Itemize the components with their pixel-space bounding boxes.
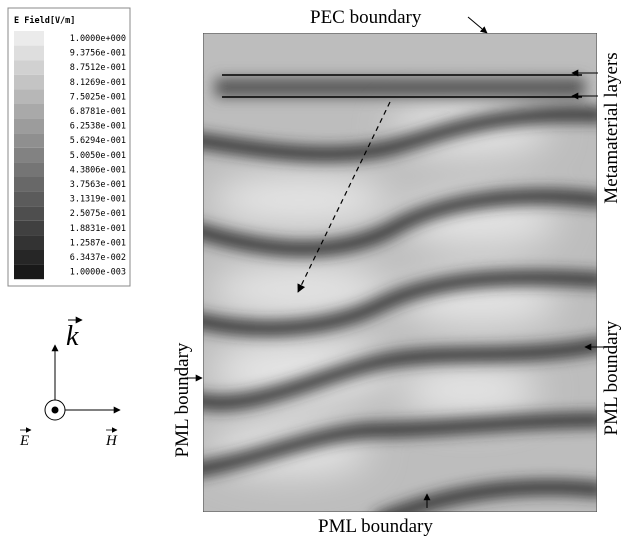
legend-label: 3.7563e-001 <box>70 180 126 190</box>
legend-label: 1.2587e-001 <box>70 238 126 248</box>
arrow <box>467 16 488 34</box>
legend-label: 5.6294e-001 <box>70 136 126 146</box>
legend-swatch <box>14 74 44 90</box>
legend-swatch <box>14 147 44 163</box>
legend-label: 6.8781e-001 <box>70 107 126 117</box>
legend-swatch <box>14 104 44 119</box>
legend-swatch <box>14 133 44 148</box>
legend-label: 8.7512e-001 <box>70 63 126 73</box>
legend-swatch <box>14 89 44 104</box>
field-plot <box>203 33 597 512</box>
legend-label: 2.5075e-001 <box>70 209 126 219</box>
legend-swatch <box>14 60 44 75</box>
legend-label: 6.3437e-002 <box>70 253 126 263</box>
legend-swatch <box>14 235 44 250</box>
legend-label: 1.0000e+000 <box>70 34 126 44</box>
legend-label: 1.8831e-001 <box>70 224 126 234</box>
h-label: H <box>105 433 118 449</box>
metamaterial-label: Metamaterial layers <box>601 52 621 203</box>
legend-swatch <box>14 162 44 177</box>
legend-swatch <box>14 220 44 236</box>
legend-label: 9.3756e-001 <box>70 49 126 59</box>
legend-label: 8.1269e-001 <box>70 78 126 88</box>
legend-swatch <box>14 177 44 192</box>
legend-label: 7.5025e-001 <box>70 92 126 102</box>
bottom-label: PML boundary <box>318 516 433 537</box>
legend-title: E Field[V/m] <box>14 15 75 26</box>
legend-swatch <box>14 191 44 207</box>
legend-swatch <box>14 45 44 61</box>
legend-swatch <box>14 264 44 280</box>
legend-label: 6.2538e-001 <box>70 122 126 132</box>
legend-label: 5.0050e-001 <box>70 151 126 161</box>
legend-swatch <box>14 118 44 134</box>
legend-rows: 1.0000e+000 9.3756e-001 8.7512e-001 8.1269e… <box>14 31 126 280</box>
legend-swatch <box>14 31 44 46</box>
top-label: PEC boundary <box>310 7 422 28</box>
wave-arrow <box>297 101 391 293</box>
e-label: E <box>19 433 29 449</box>
e-dot <box>51 406 59 414</box>
legend-label: 1.0000e-003 <box>70 268 126 278</box>
left-label: PML boundary <box>172 342 193 457</box>
right-label: PML boundary <box>601 320 621 435</box>
legend-swatch <box>14 206 44 221</box>
legend-label: 4.3806e-001 <box>70 165 126 175</box>
legend-swatch <box>14 250 44 265</box>
k-label: k <box>66 321 79 352</box>
legend-label: 3.1319e-001 <box>70 195 126 205</box>
